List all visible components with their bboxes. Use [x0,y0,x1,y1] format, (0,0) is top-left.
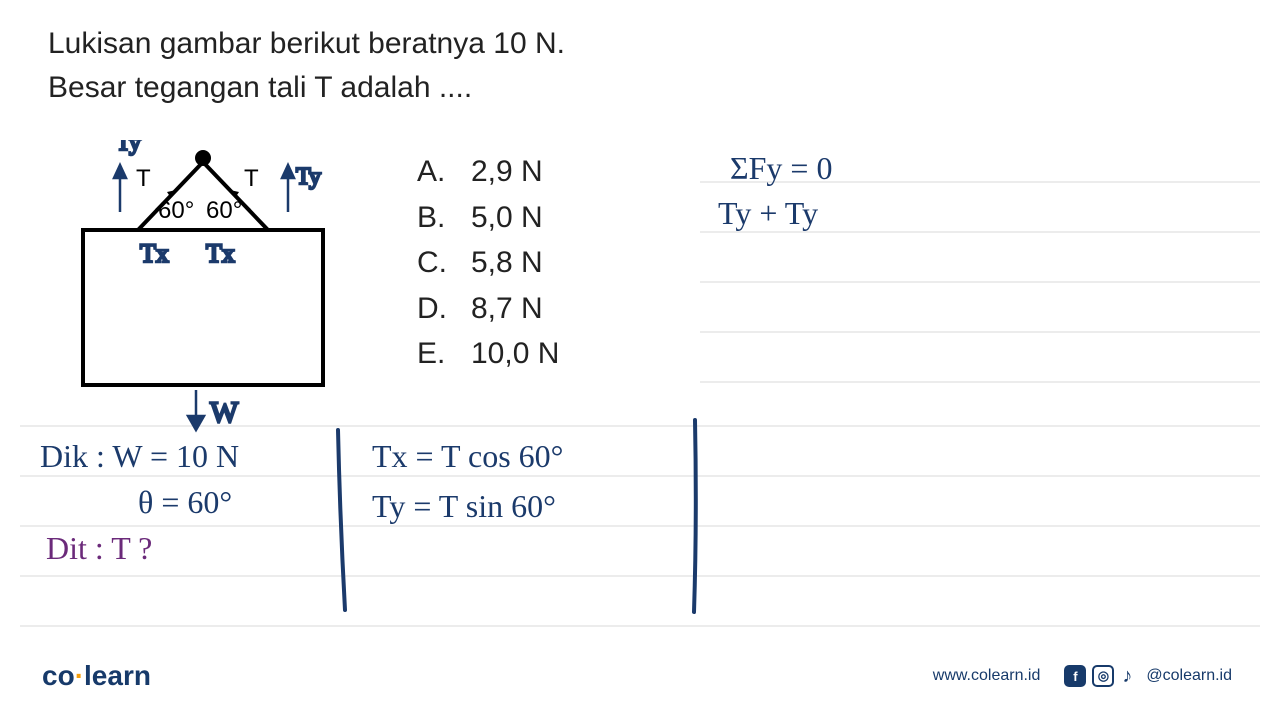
brand-logo: co·learn [42,660,151,692]
brand-left: co [42,660,75,691]
footer-handle[interactable]: @colearn.id [1146,667,1232,685]
brand-dot: · [75,660,84,691]
footer-url[interactable]: www.colearn.id [933,667,1041,685]
facebook-icon[interactable]: f [1064,665,1086,687]
tiktok-icon[interactable]: ♪ [1122,665,1132,688]
footer: co·learn www.colearn.id f ◎ ♪ @colearn.i… [0,660,1280,692]
instagram-icon[interactable]: ◎ [1092,665,1114,687]
brand-right: learn [84,660,151,691]
divider-strokes [0,0,1280,720]
social-icons: f ◎ ♪ @colearn.id [1064,665,1232,688]
